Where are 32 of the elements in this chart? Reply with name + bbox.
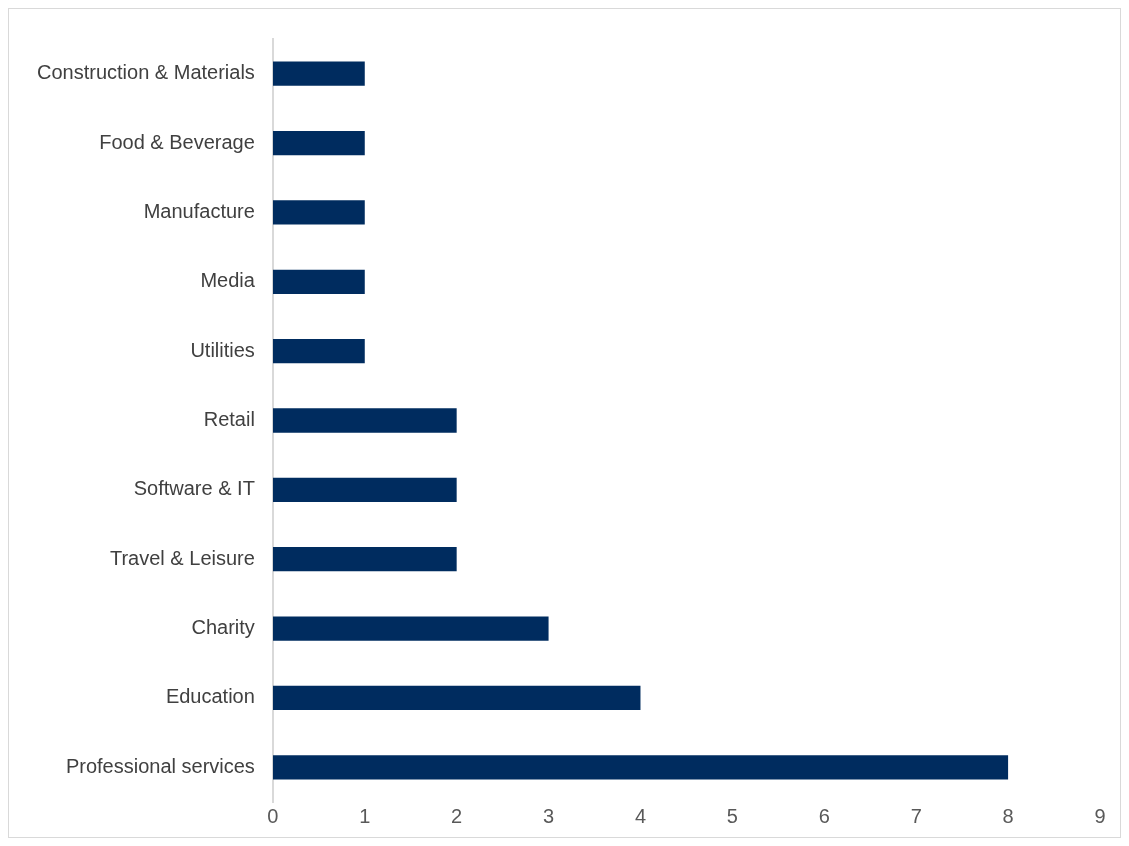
y-tick-label: Software & IT [133,477,255,500]
bar [272,130,365,156]
x-tick-label: 1 [359,804,371,827]
y-tick-label: Food & Beverage [99,130,255,153]
x-tick-label: 6 [818,804,830,827]
x-tick-label: 8 [1002,804,1014,827]
bar [272,408,457,433]
y-tick-label: Manufacture [143,199,255,222]
y-tick-label: Construction & Materials [36,61,255,84]
y-tick-label: Retail [203,408,255,431]
x-tick-label: 0 [267,804,279,827]
y-tick-label: Utilities [190,338,255,361]
x-tick-label: 7 [910,804,922,827]
x-tick-label: 2 [451,804,463,827]
bar [272,61,365,86]
y-tick-label: Travel & Leisure [109,546,255,569]
x-tick-label: 4 [634,804,647,827]
y-tick-label: Professional services [65,754,255,777]
y-tick-label: Media [200,269,256,292]
x-tick-label: 9 [1094,804,1106,827]
x-tick-label: 5 [726,804,738,827]
bar [272,755,1009,780]
bar [272,269,365,294]
bar [272,547,457,572]
bar [272,616,549,641]
y-tick-label: Charity [191,616,255,639]
bar [272,339,365,364]
bar [272,200,365,225]
x-tick-label: 3 [543,804,555,827]
y-tick-label: Education [165,685,255,708]
bar [272,477,457,502]
bar [272,685,641,711]
